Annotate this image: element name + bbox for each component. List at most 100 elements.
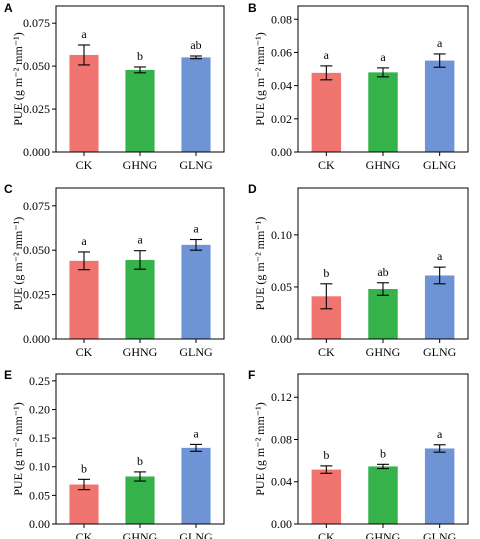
y-tick-label: 0.15 xyxy=(29,431,50,445)
y-tick-label: 0.05 xyxy=(29,488,50,502)
x-tick-label-ghng: GHNG xyxy=(123,158,158,172)
y-tick-label: 0.050 xyxy=(23,59,50,73)
significance-letter-glng: a xyxy=(437,427,443,441)
y-tick-label: 0.00 xyxy=(271,145,292,159)
significance-letter-ghng: ab xyxy=(377,265,388,279)
error-bar-glng xyxy=(433,444,446,453)
bar-glng xyxy=(424,275,455,339)
significance-letter-ck: b xyxy=(81,461,87,475)
y-tick-label: 0.06 xyxy=(271,45,292,59)
significance-letter-ghng: a xyxy=(380,50,386,64)
error-bar-ck xyxy=(78,251,90,271)
bar-ghng xyxy=(125,476,155,524)
x-tick-label-ghng: GHNG xyxy=(366,158,401,172)
bar-ck xyxy=(69,54,99,152)
error-bar-ghng xyxy=(377,463,389,470)
error-bar-glng xyxy=(190,55,202,60)
x-tick-label-ghng: GHNG xyxy=(123,345,158,359)
significance-letter-ck: a xyxy=(81,234,87,248)
significance-letter-ck: b xyxy=(323,448,329,462)
y-axis-label: PUE (g m⁻² mm⁻¹) xyxy=(11,32,25,126)
significance-letter-ghng: a xyxy=(137,233,143,247)
x-tick-label-ck: CK xyxy=(76,530,93,539)
x-tick-label-glng: GLNG xyxy=(179,345,213,359)
bar-ck xyxy=(311,469,342,524)
bar-glng xyxy=(424,60,455,152)
x-tick-label-ck: CK xyxy=(76,158,93,172)
panel-D: Db ab a 0.00 0.05 0.10 CK GHNG GLNG PUE (g m⁻² mm… xyxy=(248,182,469,359)
bar-ghng xyxy=(125,69,155,152)
error-bar-ghng xyxy=(134,250,146,270)
y-tick-label: 0.00 xyxy=(271,332,292,346)
significance-letter-glng: ab xyxy=(190,38,201,52)
error-bar-ck xyxy=(78,44,90,66)
y-tick-label: 0.000 xyxy=(23,145,50,159)
x-tick-label-ck: CK xyxy=(318,530,335,539)
error-bar-glng xyxy=(190,238,202,251)
significance-letter-ghng: b xyxy=(380,446,386,460)
y-tick-label: 0.08 xyxy=(271,432,292,446)
error-bar-ck xyxy=(78,478,90,491)
x-tick-label-glng: GLNG xyxy=(179,158,213,172)
y-tick-label: 0.025 xyxy=(23,288,50,302)
error-bar-glng xyxy=(433,53,446,68)
panel-label: B xyxy=(248,1,257,15)
y-tick-label: 0.025 xyxy=(23,102,50,116)
error-bar-ck xyxy=(320,65,333,81)
panel-F: Fb b a 0.00 0.04 0.08 0.12 CK GHNG GLNG PUE (g m⁻²… xyxy=(248,368,469,539)
bar-ck xyxy=(311,72,342,152)
error-bar-ck xyxy=(320,465,333,474)
panel-label: F xyxy=(248,368,255,382)
bar-glng xyxy=(181,447,211,524)
y-tick-label: 0.00 xyxy=(29,517,50,531)
x-tick-label-glng: GLNG xyxy=(423,158,457,172)
panel-label: D xyxy=(248,182,257,196)
significance-letter-ck: a xyxy=(81,27,87,41)
x-tick-label-glng: GLNG xyxy=(423,345,457,359)
bar-ghng xyxy=(368,289,398,339)
y-axis-label: PUE (g m⁻² mm⁻¹) xyxy=(253,402,267,496)
error-bar-ghng xyxy=(134,471,146,482)
panel-label: C xyxy=(4,182,13,196)
panel-B: Ba a a 0.00 0.02 0.04 0.06 0.08 CK GHNG GLNG PUE (g… xyxy=(248,1,469,172)
y-axis-label: PUE (g m⁻² mm⁻¹) xyxy=(253,217,267,311)
y-tick-label: 0.08 xyxy=(271,12,292,26)
error-bar-ghng xyxy=(377,67,389,78)
x-tick-label-ghng: GHNG xyxy=(123,530,158,539)
significance-letter-ghng: b xyxy=(137,454,143,468)
y-axis-label: PUE (g m⁻² mm⁻¹) xyxy=(11,217,25,311)
y-tick-label: 0.050 xyxy=(23,243,50,257)
error-bar-ghng xyxy=(134,66,146,74)
bar-ghng xyxy=(368,466,398,524)
significance-letter-glng: a xyxy=(193,222,199,236)
y-tick-label: 0.10 xyxy=(271,228,292,242)
bar-glng xyxy=(181,57,211,152)
y-tick-label: 0.05 xyxy=(271,280,292,294)
x-tick-label-ck: CK xyxy=(318,158,335,172)
y-tick-label: 0.075 xyxy=(23,16,50,30)
x-tick-label-ck: CK xyxy=(318,345,335,359)
bar-ck xyxy=(69,484,99,524)
significance-letter-ghng: b xyxy=(137,49,143,63)
y-tick-label: 0.075 xyxy=(23,199,50,213)
y-axis-label: PUE (g m⁻² mm⁻¹) xyxy=(11,402,25,496)
error-bar-ghng xyxy=(377,282,389,296)
error-bar-ck xyxy=(320,283,333,310)
x-tick-label-glng: GLNG xyxy=(179,530,213,539)
x-tick-label-glng: GLNG xyxy=(423,530,457,539)
bar-ck xyxy=(69,260,99,339)
y-tick-label: 0.12 xyxy=(271,390,292,404)
panel-C: Ca a a 0.000 0.025 0.050 0.075 CK GHNG GLNG PUE (g… xyxy=(4,182,225,359)
bar-glng xyxy=(424,448,455,524)
significance-letter-ck: a xyxy=(324,48,330,62)
y-tick-label: 0.02 xyxy=(271,112,292,126)
x-tick-label-ghng: GHNG xyxy=(366,345,401,359)
y-tick-label: 0.10 xyxy=(29,460,50,474)
x-tick-label-ck: CK xyxy=(76,345,93,359)
y-tick-label: 0.25 xyxy=(29,374,50,388)
y-tick-label: 0.000 xyxy=(23,332,50,346)
significance-letter-glng: a xyxy=(437,249,443,263)
panel-label: A xyxy=(4,1,13,15)
